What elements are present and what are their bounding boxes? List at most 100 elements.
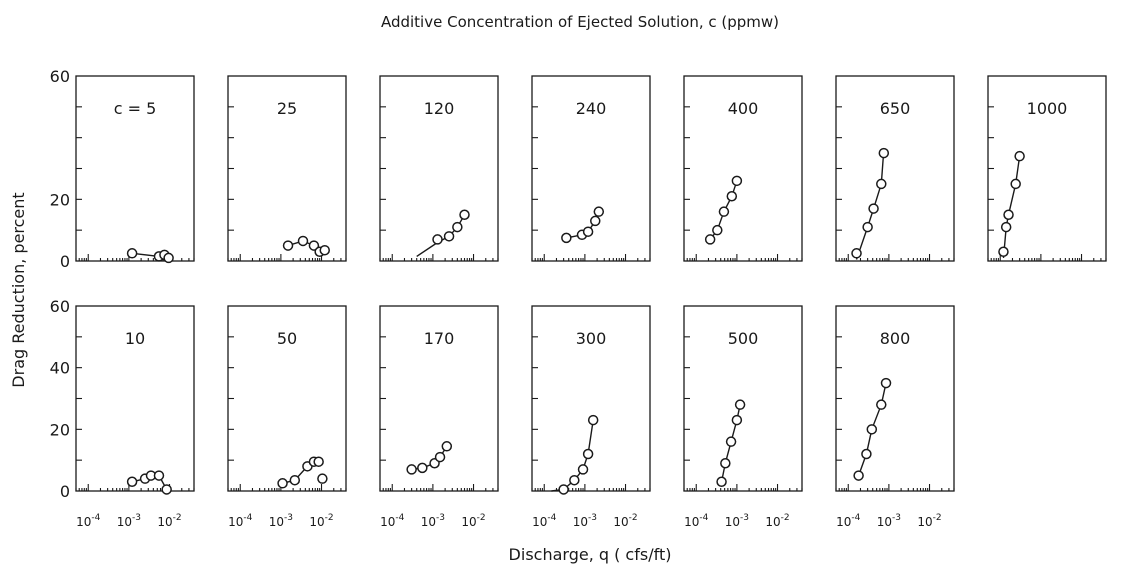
data-point [587,414,599,426]
x-tick-label: 10-3 [421,513,445,529]
panel-300: 10-4 10-3 10-2 300 [531,305,651,529]
panel-label: 1000 [1027,99,1068,118]
data-point [853,470,864,481]
data-point [441,441,453,452]
panel-500: 10-4 10-3 10-2 500 [683,305,803,529]
panel-label: 240 [576,99,607,118]
panel-120: 120 [379,75,499,262]
data-point [406,464,417,475]
data-point [126,248,138,259]
data-point [163,252,174,264]
data-point [862,221,873,233]
data-point [317,473,328,484]
y-tick-label: 40 [50,359,70,378]
data-point [876,178,887,190]
panel-label: c = 5 [114,99,157,118]
data-point [866,424,878,435]
data-point [432,234,443,245]
data-point [289,474,301,486]
data-point [880,377,892,389]
data-point [319,244,330,256]
data-point [161,484,172,495]
x-tick-label: 10-3 [117,513,141,529]
y-tick-label: 20 [50,190,70,209]
data-point [126,476,138,487]
x-tick-label: 10-4 [684,513,709,529]
data-point [876,399,887,410]
data-point [417,462,428,474]
x-tick-label: 10-3 [877,513,901,529]
panel-label: 800 [880,329,911,348]
y-tick-label: 0 [60,482,70,501]
data-point [577,464,589,475]
panel-50: 10-4 10-3 10-2 50 [227,305,347,529]
data-point [731,175,743,187]
data-point [459,209,470,220]
data-point [734,399,746,410]
data-point [704,234,716,245]
data-point [582,448,594,460]
data-point [561,232,572,244]
y-tick-label: 0 [60,252,70,271]
x-tick-label: 10-2 [461,513,485,529]
data-point [868,203,879,214]
data-point [1003,209,1014,220]
x-tick-label: 10-4 [76,513,101,529]
y-tick-label: 60 [50,297,70,316]
data-point [861,448,872,460]
data-point [590,215,601,227]
data-point [720,458,731,469]
data-point [726,191,738,202]
data-point [434,451,446,463]
panel-25: 25 [227,75,347,262]
data-point [443,231,455,242]
data-point [1014,150,1025,162]
x-axis-label: Discharge, q ( cfs/ft) [509,545,672,564]
y-tick-label: 20 [50,420,70,439]
data-point [718,206,730,217]
panel-label: 170 [424,329,455,348]
data-point [569,474,580,486]
y-tick-label: 60 [50,67,70,86]
panel-label: 10 [125,329,145,348]
panel-170: 10-4 10-3 10-2 170 [379,305,499,529]
data-point [731,414,743,426]
data-point [153,470,165,481]
x-tick-label: 10-3 [269,513,293,529]
data-point [851,248,862,259]
data-point [878,147,890,159]
panel-label: 120 [424,99,455,118]
x-tick-label: 10-2 [613,513,637,529]
data-point [282,240,294,251]
data-point [277,478,288,489]
x-tick-label: 10-4 [228,513,253,529]
panel-400: 400 [683,75,803,262]
panel-label: 500 [728,329,759,348]
y-axis-label: Drag Reduction, percent [9,192,28,387]
panel-1000: 1000 [987,75,1107,262]
data-point [716,476,727,487]
panel-c5: 0 20 60 c = 5 [50,67,195,271]
panel-800: 10-4 10-3 10-2 800 [835,305,955,529]
series-curve [1002,156,1021,258]
data-point [725,436,737,447]
panel-240: 240 [531,75,651,262]
x-tick-label: 10-4 [532,513,557,529]
data-point [558,484,569,495]
x-tick-label: 10-3 [725,513,749,529]
chart-title: Additive Concentration of Ejected Soluti… [381,13,779,31]
x-tick-label: 10-2 [917,513,941,529]
data-point [712,224,723,236]
panel-label: 400 [728,99,759,118]
data-point [1000,221,1012,233]
x-tick-label: 10-4 [836,513,861,529]
data-point [998,246,1009,257]
panel-label: 300 [576,329,607,348]
data-point [313,456,324,467]
data-point [593,206,605,217]
x-tick-label: 10-2 [309,513,333,529]
data-point [1010,178,1021,190]
data-point [297,235,309,247]
